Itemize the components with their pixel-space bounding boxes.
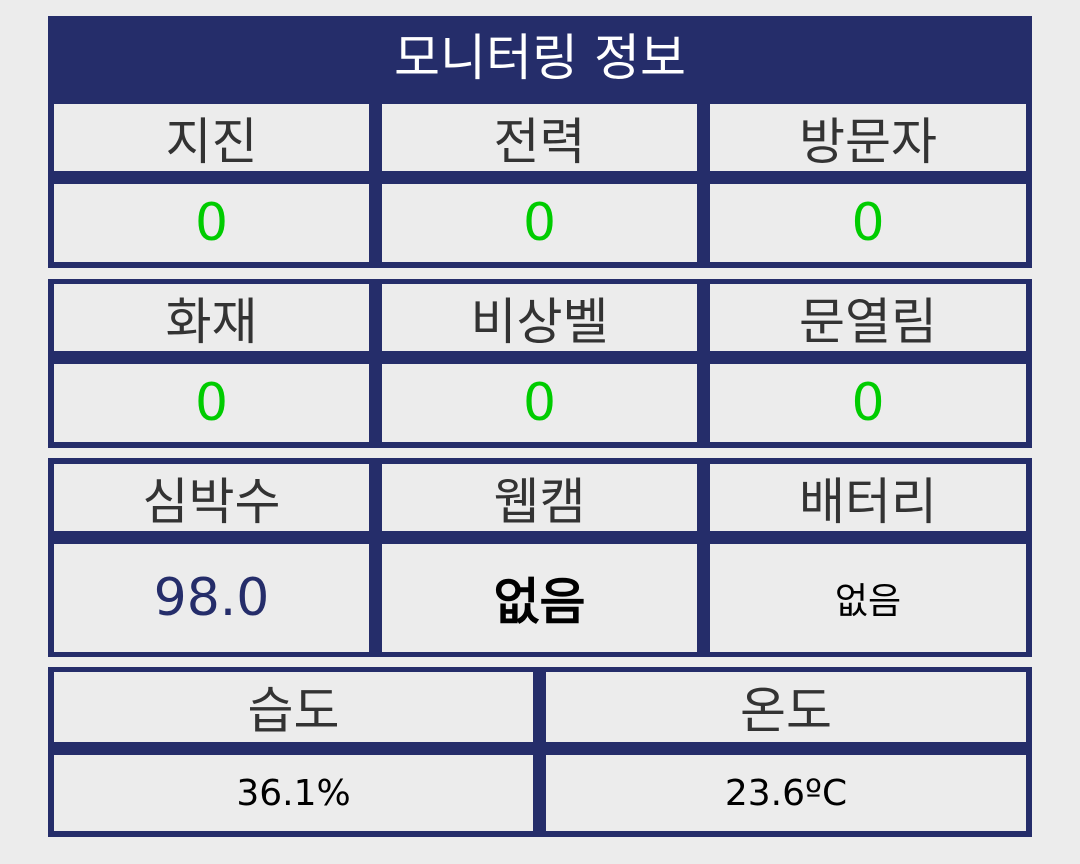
label-fire: 화재 (54, 284, 369, 351)
value-heart-rate: 98.0 (54, 544, 369, 652)
value-earthquake: 0 (54, 184, 369, 262)
value-emergency-bell: 0 (382, 364, 697, 442)
value-fire: 0 (54, 364, 369, 442)
value-door-open: 0 (710, 364, 1026, 442)
value-temperature: 23.6ºC (546, 755, 1026, 831)
label-power: 전력 (382, 104, 697, 171)
value-humidity: 36.1% (54, 755, 533, 831)
label-battery: 배터리 (710, 464, 1026, 531)
label-earthquake: 지진 (54, 104, 369, 171)
label-heart-rate: 심박수 (54, 464, 369, 531)
value-visitor: 0 (710, 184, 1026, 262)
label-humidity: 습도 (54, 672, 533, 742)
label-temperature: 온도 (546, 672, 1026, 742)
label-door-open: 문열림 (710, 284, 1026, 351)
value-power: 0 (382, 184, 697, 262)
page-title: 모니터링 정보 (48, 16, 1032, 100)
value-webcam: 없음 (382, 544, 697, 652)
label-emergency-bell: 비상벨 (382, 284, 697, 351)
label-webcam: 웹캠 (382, 464, 697, 531)
value-battery: 없음 (710, 544, 1026, 652)
label-visitor: 방문자 (710, 104, 1026, 171)
